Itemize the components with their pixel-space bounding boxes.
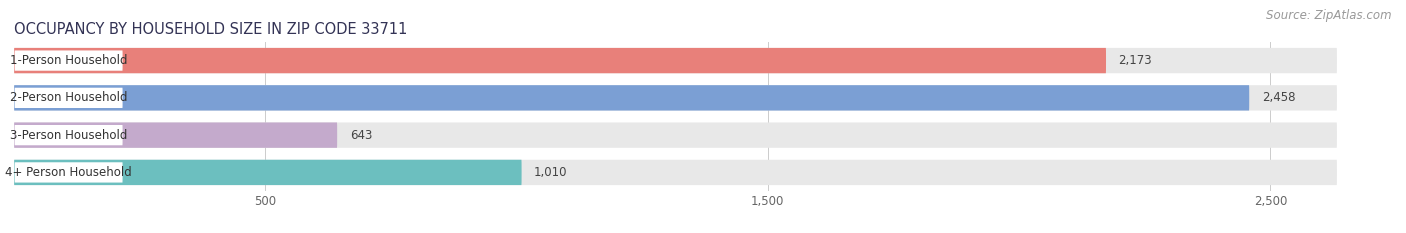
FancyBboxPatch shape [14,162,122,183]
Text: OCCUPANCY BY HOUSEHOLD SIZE IN ZIP CODE 33711: OCCUPANCY BY HOUSEHOLD SIZE IN ZIP CODE … [14,22,408,37]
Text: 2,173: 2,173 [1119,54,1152,67]
FancyBboxPatch shape [14,85,1337,110]
Text: 2-Person Household: 2-Person Household [10,91,128,104]
FancyBboxPatch shape [14,123,1337,148]
FancyBboxPatch shape [14,85,1250,110]
Text: 643: 643 [350,129,373,142]
Text: 4+ Person Household: 4+ Person Household [6,166,132,179]
FancyBboxPatch shape [14,123,337,148]
FancyBboxPatch shape [14,160,522,185]
Text: 2,458: 2,458 [1261,91,1295,104]
FancyBboxPatch shape [14,50,122,71]
FancyBboxPatch shape [14,48,1107,73]
Text: 3-Person Household: 3-Person Household [10,129,128,142]
Text: 1-Person Household: 1-Person Household [10,54,128,67]
FancyBboxPatch shape [14,125,122,145]
Text: Source: ZipAtlas.com: Source: ZipAtlas.com [1267,9,1392,22]
Text: 1,010: 1,010 [534,166,568,179]
FancyBboxPatch shape [14,48,1337,73]
FancyBboxPatch shape [14,160,1337,185]
FancyBboxPatch shape [14,88,122,108]
